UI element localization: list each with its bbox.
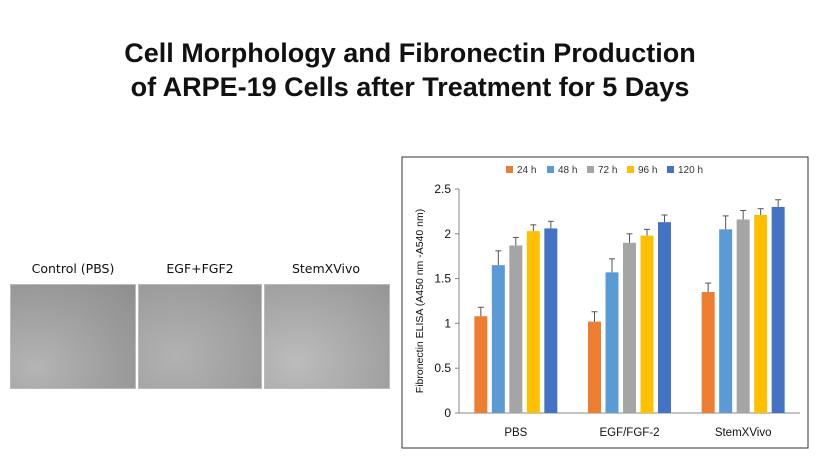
legend-swatch	[627, 166, 634, 173]
bar-96h-egffgf2	[640, 235, 654, 413]
legend-label: 96 h	[638, 165, 657, 176]
photo-label-control: Control (PBS)	[31, 261, 115, 276]
slide-title: Cell Morphology and Fibronectin Producti…	[0, 36, 820, 104]
legend-swatch	[506, 166, 513, 173]
photo-label-stemxvivo: StemXVivo	[291, 261, 361, 276]
micrograph-egf-fgf2	[138, 284, 262, 389]
y-tick-label: 0	[444, 406, 451, 420]
y-tick-label: 1	[444, 316, 451, 330]
bar-72h-pbs	[509, 245, 523, 413]
y-tick-label: 2	[444, 227, 451, 241]
bar-120h-stemxvivo	[771, 206, 785, 413]
bar-72h-stemxvivo	[736, 219, 750, 413]
bar-48h-stemxvivo	[719, 229, 733, 413]
micrograph-control	[10, 284, 136, 389]
bar-24h-stemxvivo	[701, 292, 715, 413]
bar-72h-egffgf2	[623, 242, 636, 413]
legend-swatch	[547, 166, 554, 173]
bar-96h-stemxvivo	[754, 214, 768, 413]
legend-label: 48 h	[558, 165, 577, 176]
bar-96h-pbs	[526, 231, 540, 413]
bar-120h-egffgf2	[658, 222, 671, 413]
legend-swatch	[667, 166, 674, 173]
slide-title-line-2: of ARPE-19 Cells after Treatment for 5 D…	[130, 72, 690, 102]
y-tick-label: 0.5	[434, 361, 451, 375]
micrograph-stemxvivo	[264, 284, 390, 389]
bar-24h-egffgf2	[588, 321, 601, 413]
bar-120h-pbs	[544, 228, 558, 413]
photo-label-egf-fgf2: EGF+FGF2	[166, 261, 234, 276]
y-tick-label: 1.5	[434, 272, 451, 286]
legend-label: 24 h	[517, 165, 536, 176]
bar-48h-egffgf2	[605, 272, 619, 413]
x-category-label: PBS	[504, 427, 527, 439]
bar-48h-pbs	[491, 265, 505, 413]
slide-title-line-1: Cell Morphology and Fibronectin Producti…	[124, 38, 696, 68]
y-axis-label: Fibronectin ELISA (A450 nm -A540 nm)	[414, 209, 426, 393]
legend-label: 72 h	[598, 165, 617, 176]
x-category-label: StemXVivo	[715, 427, 772, 439]
legend-swatch	[587, 166, 594, 173]
x-category-label: EGF/FGF-2	[599, 427, 659, 439]
y-tick-label: 2.5	[434, 182, 451, 196]
legend-label: 120 h	[678, 165, 703, 176]
bar-24h-pbs	[474, 316, 488, 413]
